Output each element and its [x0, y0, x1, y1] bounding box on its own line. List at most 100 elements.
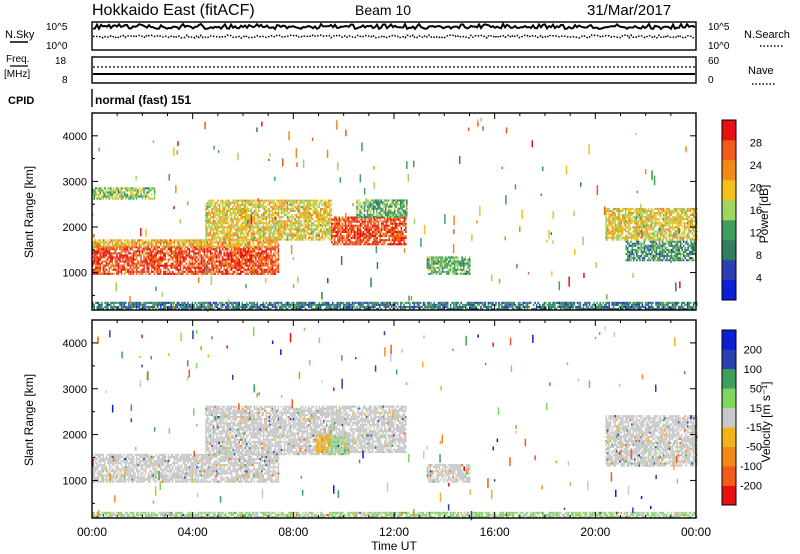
range-time-cell	[679, 218, 681, 221]
range-time-cell	[233, 254, 236, 257]
range-time-cell	[125, 195, 127, 198]
range-time-cell	[243, 207, 245, 210]
range-time-cell	[122, 258, 124, 261]
range-time-cell	[176, 254, 179, 257]
range-time-cell	[388, 224, 390, 227]
range-time-cell	[616, 216, 618, 219]
range-time-cell	[105, 272, 108, 275]
range-time-cell	[318, 212, 320, 215]
range-time-cell	[365, 241, 368, 244]
range-time-cell	[126, 189, 129, 192]
range-time-cell	[206, 216, 209, 219]
range-time-cell	[291, 236, 293, 239]
range-time-cell	[288, 203, 290, 206]
range-time-cell	[400, 232, 402, 235]
range-time-cell	[388, 237, 390, 240]
range-time-cell	[318, 236, 320, 239]
range-time-cell	[256, 212, 259, 215]
range-time-cell	[673, 218, 675, 221]
range-time-cell	[452, 266, 454, 269]
range-time-cell	[211, 216, 213, 219]
range-time-cell	[446, 272, 448, 275]
range-time-cell	[377, 235, 380, 238]
range-time-cell	[146, 262, 148, 265]
range-time-cell	[384, 213, 387, 216]
range-time-cell	[264, 238, 266, 241]
range-time-cell	[295, 236, 298, 239]
range-time-cell	[310, 203, 313, 206]
range-time-cell	[111, 248, 114, 251]
range-time-cell	[359, 239, 362, 242]
range-time-cell	[440, 256, 442, 259]
range-time-cell	[357, 207, 360, 210]
range-time-cell	[673, 236, 675, 239]
range-time-cell	[294, 214, 296, 217]
range-time-cell	[347, 222, 350, 225]
range-time-cell	[187, 254, 189, 257]
range-time-cell	[163, 270, 165, 273]
range-time-cell	[258, 224, 260, 227]
range-time-cell	[246, 226, 248, 229]
range-time-cell	[229, 218, 231, 221]
range-time-cell	[314, 205, 316, 208]
range-time-cell	[280, 224, 283, 227]
range-time-cell	[146, 241, 148, 244]
range-time-cell	[259, 232, 262, 235]
range-time-cell	[170, 256, 172, 259]
range-time-cell	[205, 220, 207, 223]
range-time-cell	[226, 258, 228, 261]
range-time-cell	[147, 189, 150, 192]
range-time-cell	[361, 230, 363, 233]
range-time-cell	[181, 239, 183, 242]
range-time-cell	[390, 228, 392, 231]
range-time-cell	[329, 214, 331, 217]
range-time-cell	[93, 256, 95, 259]
range-time-cell	[138, 241, 141, 244]
range-time-cell	[341, 230, 344, 233]
range-time-cell	[237, 199, 239, 202]
range-time-cell	[671, 224, 674, 227]
range-time-cell	[380, 209, 382, 212]
range-time-cell	[321, 220, 323, 223]
range-time-cell	[226, 243, 228, 246]
range-time-cell	[262, 214, 265, 217]
range-time-cell	[274, 260, 277, 263]
range-time-cell	[249, 258, 251, 261]
range-time-cell	[389, 205, 391, 208]
range-time-cell	[676, 218, 678, 221]
range-time-cell	[387, 228, 389, 231]
range-time-cell	[640, 222, 642, 225]
range-time-cell	[197, 268, 200, 271]
range-time-cell	[271, 222, 274, 225]
range-time-cell	[267, 228, 269, 231]
range-time-cell	[300, 228, 302, 231]
range-time-cell	[206, 238, 209, 241]
range-time-cell	[312, 222, 314, 225]
range-time-cell	[179, 254, 182, 257]
range-time-cell	[203, 272, 206, 275]
range-time-cell	[249, 264, 251, 267]
range-time-cell	[679, 224, 681, 227]
range-time-cell	[276, 270, 278, 273]
range-time-cell	[371, 207, 373, 210]
range-time-cell	[238, 199, 240, 202]
range-time-cell	[650, 224, 653, 227]
range-time-cell	[399, 230, 401, 233]
range-time-cell	[301, 238, 304, 241]
range-time-cell	[240, 226, 242, 229]
range-time-cell	[98, 193, 100, 196]
range-time-cell	[255, 203, 257, 206]
range-time-cell	[197, 270, 200, 273]
range-time-cell	[644, 218, 647, 221]
range-time-cell	[638, 226, 641, 229]
range-time-cell	[650, 209, 653, 212]
range-time-cell	[190, 250, 192, 253]
range-time-cell	[297, 207, 299, 210]
range-time-cell	[221, 236, 224, 239]
range-time-cell	[268, 214, 271, 217]
range-time-cell	[208, 262, 210, 265]
range-time-cell	[232, 209, 234, 212]
range-time-cell	[209, 260, 212, 263]
range-time-cell	[249, 238, 251, 241]
range-time-cell	[206, 254, 209, 257]
